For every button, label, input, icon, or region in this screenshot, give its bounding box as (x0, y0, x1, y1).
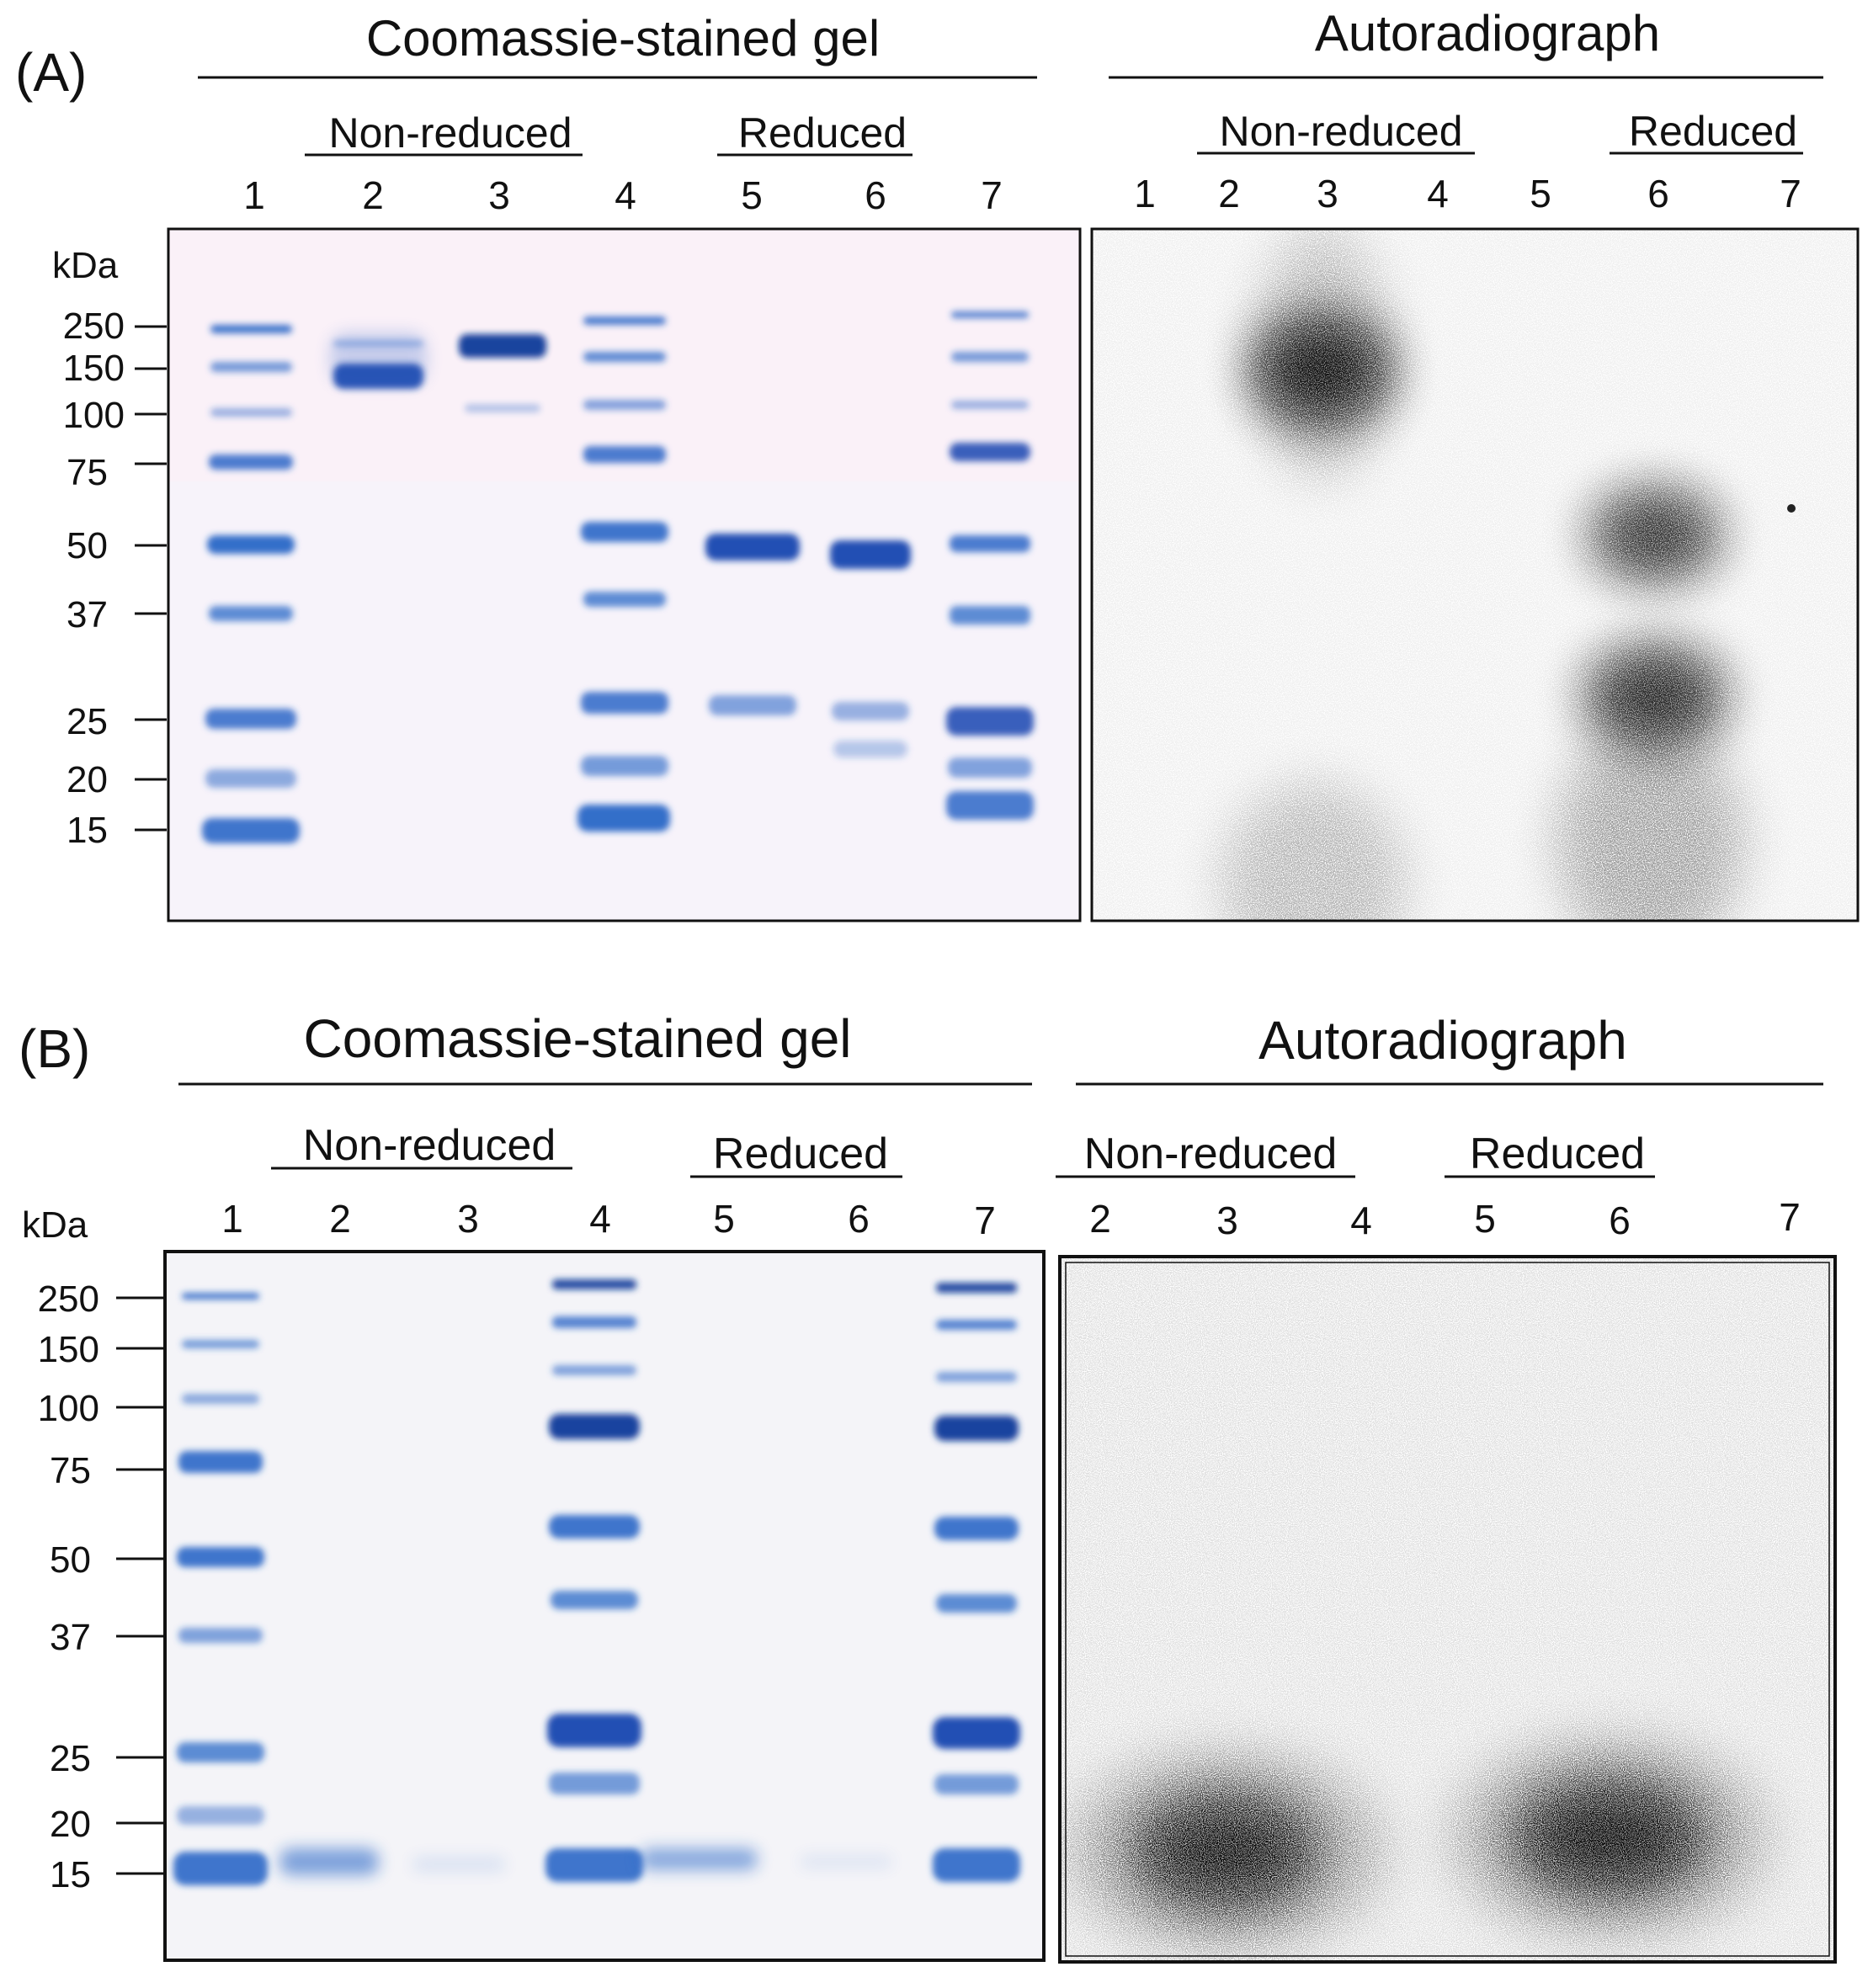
gel-title-a: Coomassie-stained gel (366, 10, 880, 66)
marker-label: 50 (50, 1539, 91, 1581)
signal-dot (1787, 504, 1796, 513)
ladder-lane-7 (933, 1283, 1020, 1882)
lane-label: 4 (589, 1197, 611, 1241)
lane-label: 4 (1427, 172, 1449, 215)
marker-label: 150 (38, 1329, 99, 1370)
auto-group-reduced-a: Reduced (1629, 108, 1797, 155)
marker-label: 75 (67, 452, 108, 493)
panel-label-b: (B) (19, 1018, 90, 1079)
ladder-lane-4 (545, 1279, 643, 1882)
sample-lane-5 (705, 534, 800, 715)
marker-label: 50 (67, 525, 108, 566)
lane-label: 2 (1218, 172, 1240, 215)
ladder-lane-1 (202, 325, 300, 843)
lane-label: 1 (221, 1197, 243, 1241)
gel-lane-labels-b: 1 2 3 4 5 6 7 (221, 1197, 996, 1242)
lane-label: 2 (362, 173, 384, 217)
lane-label: 4 (615, 173, 636, 217)
lane-label: 4 (1350, 1199, 1372, 1242)
lane-label: 1 (1134, 172, 1156, 215)
sample-lane-3 (412, 1857, 505, 1872)
gel-title-b: Coomassie-stained gel (304, 1008, 852, 1069)
lane-label: 5 (713, 1197, 735, 1241)
signal-spot (1557, 724, 1743, 921)
gel-image-a (167, 227, 1082, 922)
marker-label: 250 (63, 306, 125, 347)
lane-label: 7 (981, 173, 1003, 217)
ladder-lane-7 (946, 311, 1034, 820)
gel-group-reduced-b: Reduced (713, 1130, 888, 1178)
ladder-lane-1 (173, 1293, 268, 1885)
marker-scale-a: 250 150 100 75 50 37 25 20 15 (63, 306, 167, 851)
auto-group-nonreduced-b: Non-reduced (1084, 1130, 1338, 1178)
sample-lane-5 (640, 1848, 758, 1870)
marker-label: 20 (50, 1804, 91, 1845)
kda-unit-b: kDa (22, 1204, 88, 1246)
lane-label: 7 (1780, 172, 1801, 215)
lane-label: 7 (1779, 1195, 1801, 1239)
marker-label: 150 (63, 348, 125, 389)
lane-label: 5 (741, 173, 763, 217)
marker-label: 250 (38, 1278, 99, 1320)
lane-label: 3 (1216, 1199, 1238, 1242)
marker-label: 25 (67, 701, 108, 742)
lane-label: 1 (243, 173, 265, 217)
lane-label: 6 (1647, 172, 1669, 215)
marker-label: 37 (50, 1617, 91, 1658)
auto-group-reduced-b: Reduced (1470, 1130, 1645, 1178)
gel-lane-labels-a: 1 2 3 4 5 6 7 (243, 173, 1003, 217)
auto-title-b: Autoradiograph (1258, 1010, 1627, 1071)
lane-label: 3 (457, 1197, 479, 1241)
lane-label: 2 (329, 1197, 351, 1241)
signal-spot (1150, 1811, 1301, 1892)
auto-group-nonreduced-a: Non-reduced (1219, 108, 1462, 155)
lane-label: 3 (1317, 172, 1338, 215)
sample-lane-2 (330, 332, 427, 389)
sample-lane-2 (279, 1848, 379, 1875)
marker-label: 15 (50, 1854, 91, 1895)
lane-label: 7 (974, 1199, 996, 1242)
lane-label: 5 (1474, 1197, 1496, 1241)
marker-label: 25 (50, 1738, 91, 1779)
gel-group-nonreduced-b: Non-reduced (303, 1121, 556, 1170)
sample-lane-6 (830, 540, 911, 757)
marker-label: 100 (63, 395, 125, 436)
autoradiograph-image-b (1058, 1255, 1837, 1964)
marker-label: 15 (67, 810, 108, 851)
gel-group-nonreduced-a: Non-reduced (328, 109, 572, 157)
signal-spot (1221, 783, 1406, 921)
lane-label: 6 (1609, 1199, 1631, 1242)
lane-label: 6 (848, 1197, 870, 1241)
marker-label: 75 (50, 1450, 91, 1491)
autoradiograph-image-a (1090, 227, 1860, 922)
lane-label: 2 (1089, 1197, 1111, 1241)
marker-label: 20 (67, 759, 108, 800)
marker-label: 100 (38, 1388, 99, 1429)
gel-image-b (163, 1250, 1046, 1962)
kda-unit-a: kDa (52, 245, 119, 286)
auto-lane-labels-b: 2 3 4 5 6 7 (1089, 1195, 1801, 1242)
ladder-lane-4 (577, 316, 670, 832)
signal-spot (1530, 1798, 1689, 1879)
auto-lane-labels-a: 1 2 3 4 5 6 7 (1134, 172, 1801, 215)
sample-lane-3 (459, 334, 546, 412)
panel-label-a: (A) (15, 42, 87, 103)
signal-spot (1596, 656, 1714, 737)
lane-label: 3 (488, 173, 510, 217)
sample-lane-6 (800, 1855, 892, 1868)
signal-spot (1599, 498, 1711, 572)
marker-scale-b: 250 150 100 75 50 37 25 20 15 (38, 1278, 163, 1895)
lane-label: 5 (1530, 172, 1551, 215)
auto-title-a: Autoradiograph (1315, 5, 1660, 61)
marker-label: 37 (67, 594, 108, 635)
gel-group-reduced-a: Reduced (738, 109, 907, 157)
lane-label: 6 (865, 173, 886, 217)
signal-spot (1263, 327, 1381, 414)
